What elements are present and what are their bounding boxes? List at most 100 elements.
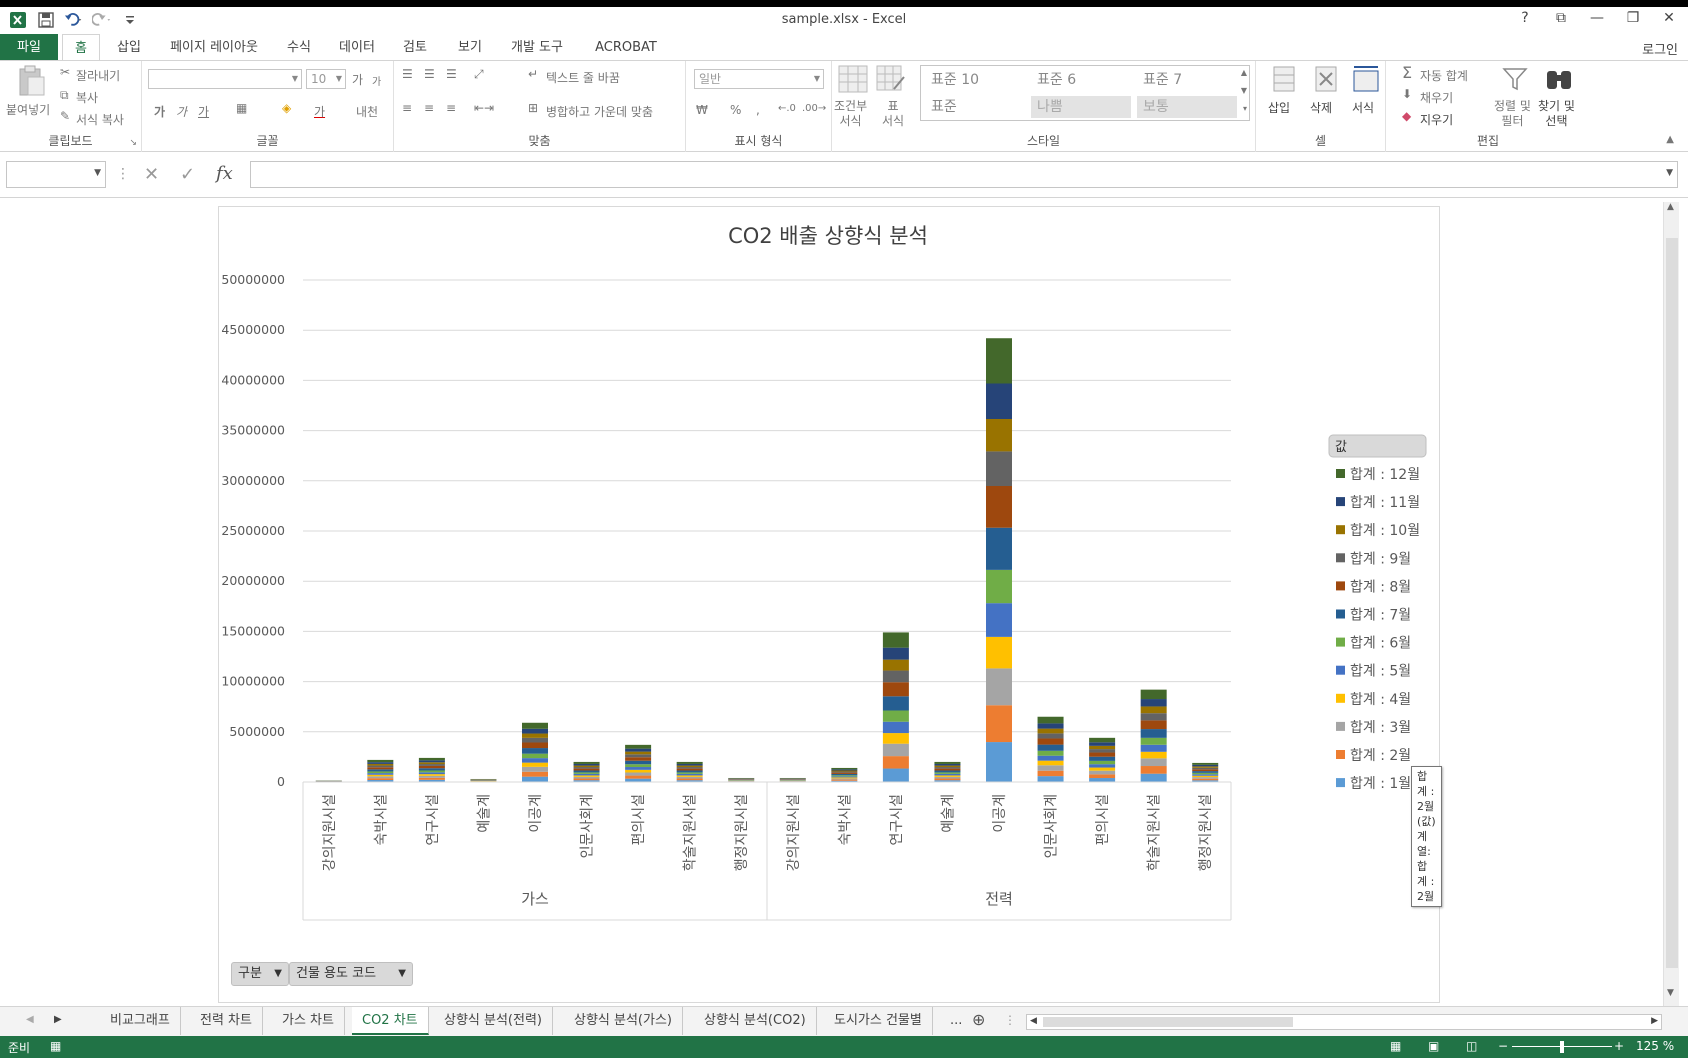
bar-segment[interactable] [367,780,394,782]
bar-segment[interactable] [522,762,548,767]
bar-segment[interactable] [1192,777,1219,779]
font-color-button[interactable]: 가 [314,105,326,119]
tab-acrobat[interactable]: ACROBAT [595,40,657,55]
wrap-text-button[interactable]: 텍스트 줄 바꿈 [546,71,620,85]
enter-formula-icon[interactable]: ✓ [180,164,196,185]
cut-button[interactable]: 잘라내기 [76,69,121,83]
bar-segment[interactable] [573,772,600,774]
bar-segment[interactable] [882,670,909,683]
bar-segment[interactable] [676,761,703,764]
bar-segment[interactable] [625,757,652,761]
bar-segment[interactable] [367,774,394,777]
bar-segment[interactable] [522,728,548,734]
zoom-in-icon[interactable]: + [1614,1039,1625,1053]
legend-entry[interactable]: 합계 : 1월 [1350,776,1411,792]
bar-segment[interactable] [831,776,858,778]
bar-segment[interactable] [367,759,394,763]
bar-segment[interactable] [934,765,961,768]
bar-segment[interactable] [882,632,909,648]
bar-segment[interactable] [625,775,652,779]
bar-segment[interactable] [418,772,445,775]
bar-segment[interactable] [1037,728,1064,734]
bar-segment[interactable] [367,762,394,764]
redo-icon[interactable] [92,10,112,30]
merge-center-button[interactable]: 병합하고 가운데 맞춤 [546,105,653,119]
tab-file[interactable]: 파일 [0,34,58,61]
bar-segment[interactable] [1089,752,1116,757]
align-center-icon[interactable]: ≡ [424,101,435,115]
customize-qat-icon[interactable] [120,10,140,30]
bar-segment[interactable] [1140,758,1167,767]
italic-button[interactable]: 가 [176,105,188,119]
zoom-level[interactable]: 125 % [1636,1039,1675,1053]
bar-segment[interactable] [418,775,445,778]
style-normal-7[interactable]: 표준 7 [1143,72,1183,88]
tab-formulas[interactable]: 수식 [287,40,311,55]
bar-segment[interactable] [1192,775,1219,778]
legend-entry[interactable]: 합계 : 3월 [1350,720,1411,736]
bar-segment[interactable] [522,737,548,743]
tab-scroll-right-icon[interactable]: ▶ [54,1014,62,1025]
bar-segment[interactable] [418,774,445,776]
bar-segment[interactable] [934,778,961,781]
bar-segment[interactable] [882,659,909,671]
legend-entry[interactable]: 합계 : 7월 [1350,608,1411,624]
bar-segment[interactable] [1089,756,1116,761]
bar-segment[interactable] [831,778,858,780]
bar-segment[interactable] [831,769,858,771]
scroll-left-icon[interactable]: ◀ [1030,1016,1037,1026]
bar-segment[interactable] [418,777,445,780]
bar-segment[interactable] [418,779,445,782]
clear-button[interactable]: 지우기 [1420,113,1454,127]
scroll-up-icon[interactable]: ▲ [1667,202,1674,212]
bar-segment[interactable] [418,768,445,771]
bar-segment[interactable] [367,771,394,774]
bar-segment[interactable] [676,780,703,782]
bar-segment[interactable] [1140,751,1167,759]
chart-svg[interactable]: CO2 배출 상향식 분석 0 5000000 10000000 15000000 20… [219,207,1441,1004]
legend-entry[interactable]: 합계 : 2월 [1350,748,1411,764]
sheet-tab[interactable]: 상향식 분석(CO2) [694,1007,817,1035]
bar-segment[interactable] [882,710,909,722]
bar-segment[interactable] [934,780,961,782]
pivot-field-button[interactable]: 구분 ▼ [231,962,289,986]
tab-data[interactable]: 데이터 [339,40,375,55]
bar-segment[interactable] [1089,764,1116,768]
bar-segment[interactable] [367,776,394,779]
bar-segment[interactable] [676,768,703,771]
page-break-view-icon[interactable]: ◫ [1466,1039,1478,1053]
bar-segment[interactable] [522,742,548,749]
dialog-launcher-icon[interactable]: ↘ [129,138,137,148]
save-icon[interactable] [36,10,56,30]
legend-entry[interactable]: 합계 : 6월 [1350,636,1411,652]
bar-segment[interactable] [1089,774,1116,779]
bar-segment[interactable] [882,647,909,660]
bar-segment[interactable] [573,780,600,782]
bar-segment[interactable] [882,756,909,769]
bar-segment[interactable] [831,770,858,772]
bar-segment[interactable] [418,765,445,769]
bar-segment[interactable] [1140,737,1167,745]
normal-view-icon[interactable]: ▦ [1390,1039,1402,1053]
scroll-thumb[interactable] [1043,1017,1293,1027]
bar-segment[interactable] [522,748,548,754]
bar-segment[interactable] [986,486,1012,528]
bar-segment[interactable] [831,777,858,779]
minimize-button[interactable]: — [1590,10,1604,26]
bar-segment[interactable] [1037,716,1064,724]
insert-function-button[interactable]: fx [216,163,233,184]
sheet-tab[interactable]: 비교그래프 [100,1007,181,1035]
bar-segment[interactable] [1192,764,1219,767]
bar-segment[interactable] [573,761,600,764]
currency-icon[interactable]: ₩ [696,103,708,117]
tab-review[interactable]: 검토 [403,40,427,55]
font-name-box[interactable]: ▼ [148,69,302,89]
bar-segment[interactable] [367,765,394,768]
bar-segment[interactable] [986,527,1012,570]
bar-segment[interactable] [367,773,394,775]
x-axis[interactable]: 강의지원시설 숙박시설 연구시설 예술계 이공계 인문사회계 편의시설 학술지원시설 행정지원시… [302,781,1232,921]
style-normal-6[interactable]: 표준 6 [1037,72,1077,88]
bar-segment[interactable] [1037,750,1064,756]
legend-entry[interactable]: 합계 : 4월 [1350,692,1411,708]
